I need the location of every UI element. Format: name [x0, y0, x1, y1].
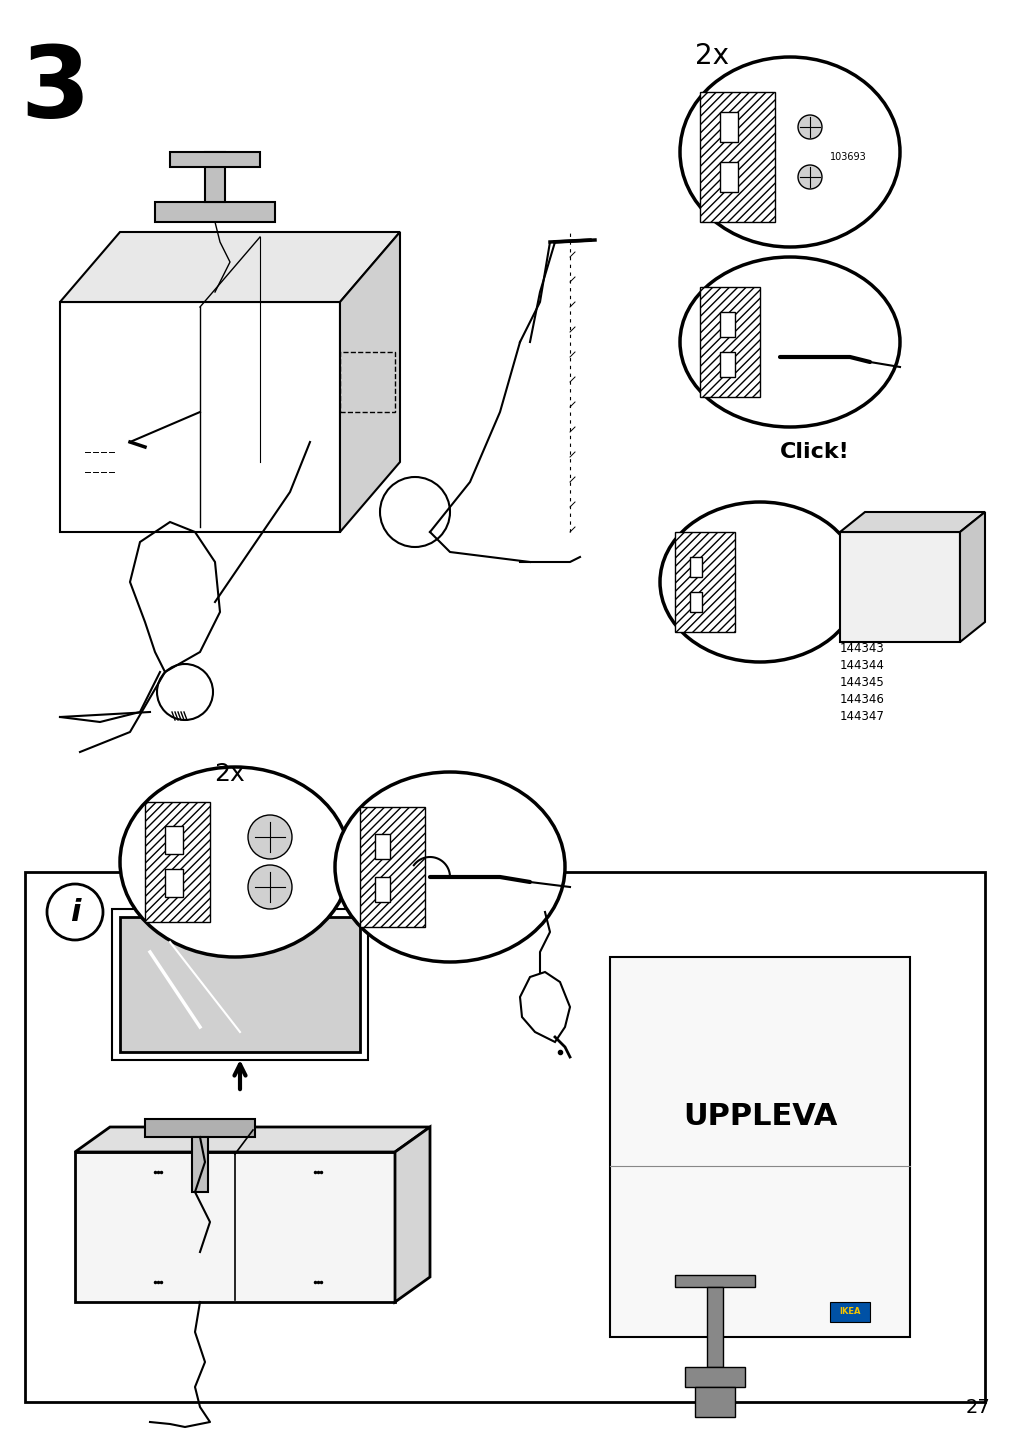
Circle shape [798, 165, 821, 189]
FancyBboxPatch shape [25, 872, 984, 1402]
Polygon shape [520, 972, 569, 1042]
Bar [829, 1302, 869, 1322]
Bar [155, 202, 275, 222]
Bar [674, 533, 734, 632]
Bar [839, 533, 959, 642]
Text: i: i [70, 898, 80, 927]
Bar [192, 1137, 208, 1191]
Bar [700, 92, 774, 222]
Text: IKEA: IKEA [838, 1307, 860, 1316]
Bar [719, 162, 737, 192]
Bar [700, 286, 759, 397]
Text: Click!: Click! [779, 442, 849, 463]
Bar [340, 352, 394, 412]
Bar [145, 1118, 255, 1137]
Bar [690, 591, 702, 611]
Polygon shape [839, 513, 984, 533]
Bar [75, 1151, 394, 1302]
Ellipse shape [659, 503, 859, 662]
Bar [707, 1287, 722, 1368]
Text: 103693: 103693 [829, 152, 865, 162]
Polygon shape [959, 513, 984, 642]
Bar [719, 312, 734, 337]
Ellipse shape [679, 57, 899, 246]
Bar [170, 152, 260, 168]
Text: UPPLEVA: UPPLEVA [682, 1103, 836, 1131]
Bar [375, 833, 389, 859]
Polygon shape [60, 232, 399, 302]
Ellipse shape [679, 256, 899, 427]
Text: 3: 3 [20, 42, 90, 139]
Polygon shape [394, 1127, 430, 1302]
Text: 2x: 2x [695, 42, 728, 70]
Ellipse shape [335, 772, 564, 962]
Polygon shape [340, 232, 399, 533]
Bar [674, 1274, 754, 1287]
Bar [375, 876, 389, 902]
Bar [112, 909, 368, 1060]
Text: 144343
144344
144345
144346
144347: 144343 144344 144345 144346 144347 [839, 642, 884, 723]
Bar [205, 152, 224, 202]
Bar [719, 112, 737, 142]
Bar [360, 808, 425, 927]
Circle shape [248, 815, 292, 859]
Circle shape [248, 865, 292, 909]
Bar [690, 557, 702, 577]
Circle shape [798, 115, 821, 139]
Polygon shape [75, 1127, 430, 1151]
Bar [684, 1368, 744, 1388]
Bar [719, 352, 734, 377]
Bar [695, 1388, 734, 1418]
Bar [165, 869, 183, 896]
Text: 27: 27 [964, 1398, 989, 1418]
Text: 2x: 2x [214, 762, 245, 786]
Ellipse shape [120, 768, 350, 957]
Bar [165, 826, 183, 853]
Bar [120, 916, 360, 1053]
Bar [610, 957, 909, 1337]
Bar [145, 802, 210, 922]
